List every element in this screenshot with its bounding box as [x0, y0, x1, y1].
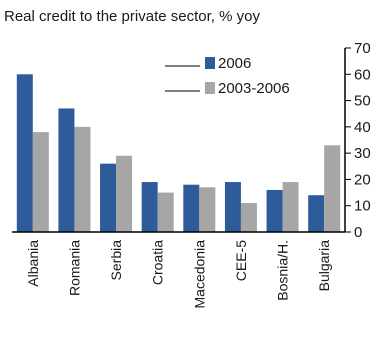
bar-2003-2006-bosnia-h- [282, 182, 299, 232]
bar-2003-2006-macedonia [199, 187, 216, 232]
bar-2003-2006-albania [32, 132, 49, 232]
bar-2003-2006-bulgaria [324, 145, 341, 232]
bar-2006-cee-5 [224, 182, 241, 232]
bar-2003-2006-romania [74, 126, 91, 232]
y-tick-label: 40 [354, 119, 371, 136]
legend-label: 2006 [218, 55, 251, 72]
category-label: Romania [66, 240, 82, 296]
bar-2006-albania [16, 74, 33, 233]
legend-swatch [205, 82, 215, 94]
bar-2006-macedonia [183, 184, 200, 232]
category-label: CEE-5 [233, 240, 249, 281]
bar-2003-2006-cee-5 [240, 203, 257, 232]
bar-2003-2006-croatia [157, 192, 174, 232]
y-tick-label: 70 [354, 40, 371, 57]
legend-label: 2003-2006 [218, 80, 290, 97]
y-tick-label: 20 [354, 171, 371, 188]
bar-2006-bulgaria [308, 195, 325, 232]
category-label: Croatia [150, 240, 166, 285]
legend: 2006 2003-2006 [165, 55, 290, 97]
bar-2006-romania [58, 108, 75, 232]
y-tick-label: 0 [354, 224, 362, 241]
bar-2006-serbia [100, 163, 117, 232]
bars-group [16, 74, 341, 233]
chart-title: Real credit to the private sector, % yoy [4, 8, 260, 25]
category-label: Macedonia [191, 240, 207, 309]
legend-swatch [205, 57, 215, 69]
y-tick-label: 60 [354, 66, 371, 83]
bar-2006-croatia [141, 182, 158, 232]
category-label: Serbia [108, 240, 124, 281]
category-label: Bulgaria [316, 240, 332, 292]
axis-group: Albania Romania Serbia Croatia Macedonia CEE-… [12, 40, 371, 309]
y-tick-label: 10 [354, 198, 371, 215]
category-label: Bosnia/H. [275, 240, 291, 301]
category-label: Albania [25, 240, 41, 287]
y-tick-label: 30 [354, 145, 371, 162]
y-tick-label: 50 [354, 93, 371, 110]
bar-2006-bosnia-h- [266, 189, 283, 232]
bar-2003-2006-serbia [116, 155, 133, 232]
